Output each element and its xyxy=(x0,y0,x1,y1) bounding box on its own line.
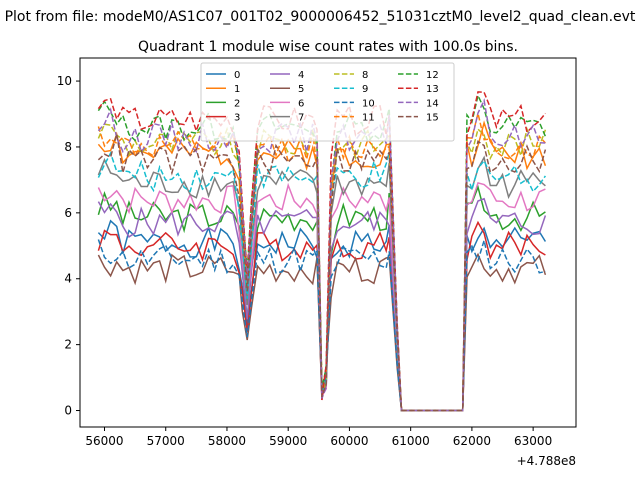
axes-ticks: 56000 57000 58000 59000 60000 61000 62000 63000… xyxy=(57,74,553,448)
legend-label-1: 1 xyxy=(234,84,240,95)
series-lines xyxy=(97,91,547,412)
x-tick-label: 57000 xyxy=(147,434,185,448)
legend-label-8: 8 xyxy=(362,70,368,81)
y-tick-label: 6 xyxy=(64,206,72,220)
legend-label-13: 13 xyxy=(426,84,439,95)
legend-frame xyxy=(200,62,455,142)
legend-label-9: 9 xyxy=(362,84,368,95)
x-offset-label: +4.788e8 xyxy=(517,454,576,468)
axes-frame xyxy=(79,57,577,428)
series-line-5 xyxy=(97,252,547,412)
figure-suptitle: Plot from file: modeM0/AS1C07_001T02_900… xyxy=(5,9,636,25)
legend-label-12: 12 xyxy=(426,70,439,81)
series-line-3 xyxy=(97,220,546,412)
x-tick-label: 61000 xyxy=(392,434,430,448)
x-tick-label: 59000 xyxy=(269,434,307,448)
series-line-15 xyxy=(97,133,547,412)
legend-label-7: 7 xyxy=(298,113,304,124)
series-line-6 xyxy=(97,181,546,412)
series-line-10 xyxy=(97,237,546,412)
x-tick-label: 62000 xyxy=(453,434,491,448)
legend-label-5: 5 xyxy=(298,84,304,95)
legend-label-11: 11 xyxy=(362,113,375,124)
y-tick-label: 10 xyxy=(57,74,72,88)
y-tick-label: 0 xyxy=(64,404,72,418)
x-tick-label: 60000 xyxy=(330,434,368,448)
y-tick-label: 8 xyxy=(64,140,72,154)
x-tick-label: 58000 xyxy=(208,434,246,448)
legend-label-10: 10 xyxy=(362,98,375,109)
x-tick-label: 63000 xyxy=(514,434,552,448)
series-line-9 xyxy=(97,151,547,412)
chart-title: Quadrant 1 module wise count rates with … xyxy=(138,39,518,55)
y-tick-label: 2 xyxy=(64,338,72,352)
legend-label-3: 3 xyxy=(234,113,240,124)
legend-label-0: 0 xyxy=(234,70,240,81)
legend-label-14: 14 xyxy=(426,98,439,109)
x-tick-label: 56000 xyxy=(85,434,123,448)
legend-label-6: 6 xyxy=(298,98,304,109)
legend-label-2: 2 xyxy=(234,98,240,109)
legend-label-15: 15 xyxy=(426,113,439,124)
legend-label-4: 4 xyxy=(298,70,304,81)
y-tick-label: 4 xyxy=(64,272,72,286)
series-line-4 xyxy=(97,197,547,412)
